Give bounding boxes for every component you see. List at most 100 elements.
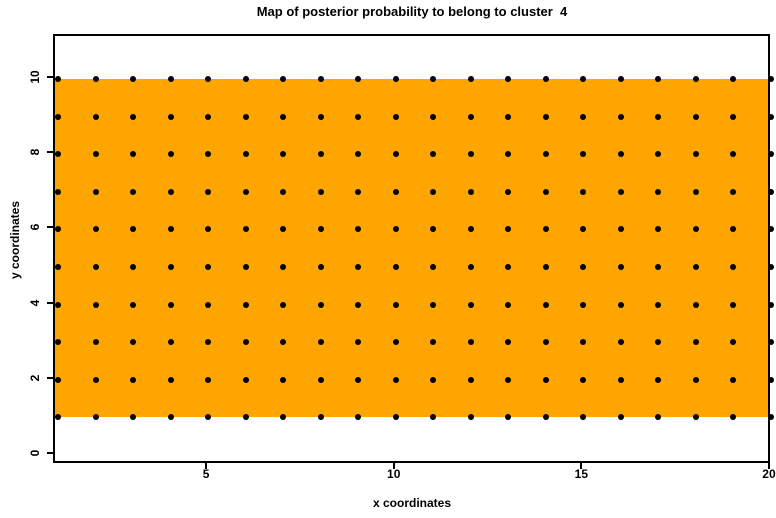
data-point bbox=[280, 226, 287, 233]
data-point bbox=[580, 264, 587, 270]
data-point bbox=[242, 151, 249, 158]
data-point bbox=[242, 414, 249, 421]
data-point bbox=[467, 376, 474, 383]
data-point bbox=[92, 264, 99, 270]
data-point bbox=[205, 414, 212, 421]
data-point bbox=[392, 113, 399, 120]
data-point bbox=[767, 264, 774, 270]
data-point bbox=[467, 339, 474, 346]
data-point bbox=[655, 414, 662, 421]
data-point bbox=[467, 226, 474, 233]
data-point bbox=[767, 376, 774, 383]
data-point bbox=[692, 301, 699, 308]
data-point bbox=[205, 301, 212, 308]
data-point bbox=[130, 339, 137, 346]
data-point bbox=[767, 151, 774, 158]
data-point bbox=[692, 151, 699, 158]
data-point bbox=[767, 301, 774, 308]
data-point bbox=[280, 76, 287, 82]
data-point bbox=[205, 113, 212, 120]
data-point bbox=[430, 339, 437, 346]
data-point bbox=[355, 113, 362, 120]
data-point bbox=[580, 414, 587, 421]
data-point bbox=[92, 226, 99, 233]
data-point bbox=[655, 76, 662, 82]
data-point bbox=[655, 301, 662, 308]
data-point bbox=[167, 414, 174, 421]
x-tick-mark bbox=[205, 463, 208, 469]
data-point bbox=[655, 188, 662, 195]
data-point bbox=[280, 376, 287, 383]
data-point bbox=[392, 188, 399, 195]
data-point bbox=[542, 76, 549, 82]
data-point bbox=[130, 414, 137, 421]
data-point bbox=[692, 339, 699, 346]
data-point bbox=[542, 113, 549, 120]
data-point bbox=[467, 76, 474, 82]
data-point bbox=[355, 188, 362, 195]
data-point bbox=[280, 414, 287, 421]
data-point bbox=[730, 414, 737, 421]
data-point bbox=[430, 414, 437, 421]
data-point bbox=[730, 113, 737, 120]
data-point bbox=[242, 339, 249, 346]
data-point bbox=[55, 301, 61, 308]
data-point bbox=[130, 151, 137, 158]
data-point bbox=[205, 188, 212, 195]
data-point bbox=[580, 301, 587, 308]
data-point bbox=[392, 76, 399, 82]
data-point bbox=[242, 188, 249, 195]
data-point bbox=[205, 376, 212, 383]
data-point bbox=[317, 226, 324, 233]
data-point bbox=[242, 264, 249, 270]
data-point bbox=[692, 113, 699, 120]
data-point bbox=[692, 226, 699, 233]
data-point bbox=[692, 76, 699, 82]
data-point bbox=[505, 264, 512, 270]
data-point bbox=[167, 226, 174, 233]
data-point bbox=[542, 151, 549, 158]
data-point bbox=[730, 226, 737, 233]
data-point bbox=[317, 151, 324, 158]
data-point bbox=[392, 301, 399, 308]
data-point bbox=[392, 264, 399, 270]
data-point bbox=[617, 113, 624, 120]
y-tick-mark bbox=[47, 76, 53, 78]
data-point bbox=[430, 301, 437, 308]
data-point bbox=[655, 113, 662, 120]
data-point bbox=[730, 76, 737, 82]
data-point bbox=[242, 113, 249, 120]
data-point bbox=[392, 151, 399, 158]
data-point bbox=[767, 339, 774, 346]
data-point bbox=[505, 414, 512, 421]
data-point bbox=[130, 76, 137, 82]
data-point bbox=[580, 151, 587, 158]
data-point bbox=[505, 188, 512, 195]
data-point bbox=[542, 414, 549, 421]
data-point bbox=[430, 113, 437, 120]
x-tick-label: 5 bbox=[202, 467, 210, 481]
data-point bbox=[167, 301, 174, 308]
data-point bbox=[55, 376, 61, 383]
data-point bbox=[467, 264, 474, 270]
data-point bbox=[167, 264, 174, 270]
data-point bbox=[92, 76, 99, 82]
x-tick-mark bbox=[580, 463, 583, 469]
data-point bbox=[580, 376, 587, 383]
data-point bbox=[167, 113, 174, 120]
data-point bbox=[280, 301, 287, 308]
data-point bbox=[430, 151, 437, 158]
data-point bbox=[167, 188, 174, 195]
data-point bbox=[130, 301, 137, 308]
data-point bbox=[505, 76, 512, 82]
y-tick-label: 6 bbox=[28, 224, 42, 231]
data-point bbox=[617, 76, 624, 82]
x-tick-label: 10 bbox=[387, 467, 401, 481]
y-tick-label: 10 bbox=[28, 70, 42, 84]
x-tick-mark bbox=[767, 463, 770, 469]
y-tick-label: 4 bbox=[28, 299, 42, 306]
data-point bbox=[317, 76, 324, 82]
data-point bbox=[767, 113, 774, 120]
data-point bbox=[317, 113, 324, 120]
x-axis-label: x coordinates bbox=[372, 496, 452, 510]
